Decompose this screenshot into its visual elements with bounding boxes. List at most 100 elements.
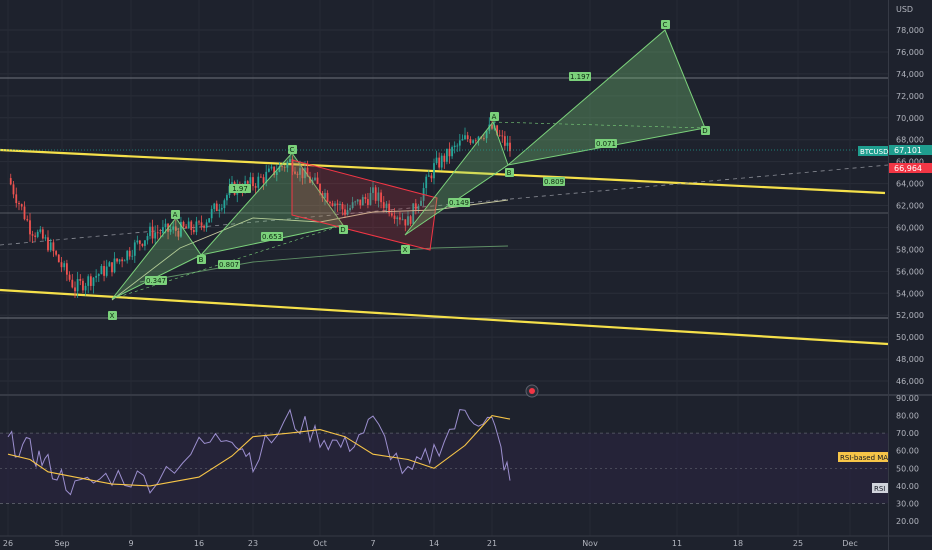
candle-body xyxy=(304,167,306,179)
candle-body xyxy=(133,242,136,256)
pattern-point-label xyxy=(661,20,670,29)
candle-body xyxy=(195,221,198,233)
rsi-tick-label: 80.00 xyxy=(896,412,919,421)
candle-body xyxy=(154,232,157,239)
rsi-tag: RSI xyxy=(872,483,888,493)
candle-body xyxy=(103,266,105,276)
candle-body xyxy=(488,124,491,131)
price-tag-last: 67,101 xyxy=(889,145,932,155)
time-tick-label: 7 xyxy=(370,539,375,548)
candle-body xyxy=(57,254,60,263)
candle-body xyxy=(141,243,144,246)
candle-body xyxy=(506,142,509,146)
candle-body xyxy=(254,186,257,188)
candle-body xyxy=(146,236,149,241)
pattern-point-label xyxy=(401,245,410,254)
candle-body xyxy=(12,184,15,195)
candle-body xyxy=(491,124,493,129)
time-tick-label: 21 xyxy=(487,539,497,548)
candle-body xyxy=(267,168,270,172)
candle-body xyxy=(208,218,211,223)
candle-body xyxy=(474,140,477,142)
candle-body xyxy=(273,166,276,175)
pattern-point-label xyxy=(288,145,297,154)
candle-body xyxy=(283,166,286,168)
price-tag-prev: 66,964 xyxy=(889,163,932,173)
candle-body xyxy=(464,135,466,140)
pattern-point-text: D xyxy=(340,226,345,234)
price-pane: X A B C D X A B C D 0.347 0.807 1.97 0.653 0.149 0.809 1… xyxy=(0,20,889,346)
candle-body xyxy=(446,148,448,162)
price-tick-label: 54,000 xyxy=(896,289,924,298)
candle-body xyxy=(296,173,299,175)
candle-body xyxy=(149,226,151,237)
candle-body xyxy=(265,171,268,183)
candle-body xyxy=(336,203,339,206)
candle-body xyxy=(203,225,205,228)
candle-body xyxy=(451,147,453,157)
price-tick-label: 48,000 xyxy=(896,355,924,364)
candle-body xyxy=(349,208,351,211)
candle-body xyxy=(215,203,218,212)
pattern-point-text: X xyxy=(110,312,115,320)
harmonic-pattern-2 xyxy=(404,29,706,236)
pattern-point-text: X xyxy=(403,246,408,254)
candle-body xyxy=(84,285,87,291)
candle-body xyxy=(31,234,34,236)
candle-body xyxy=(23,206,26,220)
candle-body xyxy=(354,201,357,203)
candle-body xyxy=(26,219,29,221)
currency-label: USD xyxy=(896,5,913,14)
price-tag-ticker: BTCUSD xyxy=(858,146,889,156)
rsi-pane xyxy=(0,408,888,504)
price-tick-label: 46,000 xyxy=(896,377,924,386)
candle-body xyxy=(108,262,111,267)
candle-body xyxy=(326,192,329,202)
candle-body xyxy=(443,155,446,162)
candle-body xyxy=(249,177,252,184)
svg-text:67,101: 67,101 xyxy=(894,146,922,155)
rsi-ma-line xyxy=(7,415,511,487)
candle-body xyxy=(223,200,226,209)
price-tick-label: 60,000 xyxy=(896,223,924,232)
candle-body xyxy=(483,138,485,139)
candle-body xyxy=(218,209,221,212)
price-tick-label: 74,000 xyxy=(896,70,924,79)
pattern-point-label xyxy=(197,255,206,264)
candle-body xyxy=(485,130,488,139)
indicator-toggle-icon[interactable] xyxy=(525,384,539,398)
candle-body xyxy=(388,203,391,214)
pattern-point-label xyxy=(339,225,348,234)
time-tick-label: Dec xyxy=(842,539,857,548)
candle-body xyxy=(169,229,172,232)
candle-body xyxy=(111,262,113,273)
candle-body xyxy=(95,275,98,278)
candle-body xyxy=(440,155,443,168)
ratio-label xyxy=(261,232,283,241)
candle-body xyxy=(18,203,20,205)
candle-body xyxy=(407,216,409,226)
moving-average-line xyxy=(139,245,509,283)
svg-text:BTCUSD: BTCUSD xyxy=(860,148,889,156)
candle-body xyxy=(430,175,433,179)
candle-body xyxy=(396,217,399,220)
candle-body xyxy=(200,222,203,226)
candle-body xyxy=(385,203,388,209)
candle-body xyxy=(367,199,369,205)
candle-body xyxy=(136,240,139,243)
candle-body xyxy=(138,240,141,244)
candle-body xyxy=(260,176,262,178)
ratio-text: 1.197 xyxy=(570,73,590,81)
candle-body xyxy=(334,203,336,206)
candle-body xyxy=(344,209,346,215)
candle-body xyxy=(39,229,42,232)
pattern-point-label xyxy=(505,168,514,177)
candle-body xyxy=(97,274,100,276)
pattern-point-label xyxy=(171,210,180,219)
pattern-point-text: A xyxy=(173,211,178,219)
svg-text:RSI: RSI xyxy=(874,485,885,493)
candle-body xyxy=(417,205,420,210)
price-tick-label: 52,000 xyxy=(896,311,924,320)
rsi-line xyxy=(7,408,511,496)
